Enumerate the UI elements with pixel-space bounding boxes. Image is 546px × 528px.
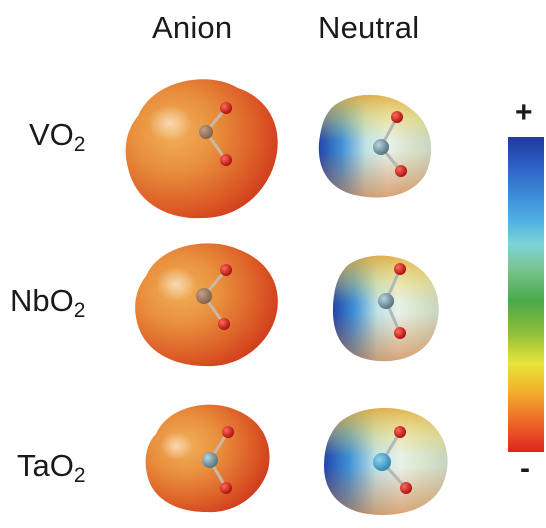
row-label-vo2-subscript: 2	[73, 133, 86, 156]
row-label-tao2: TaO2	[17, 448, 86, 488]
tao2-neutral-molecule	[373, 426, 412, 494]
row-label-tao2-subscript: 2	[73, 464, 86, 487]
tao2-anion-surface	[145, 404, 270, 513]
tao2-anion-molecule	[202, 426, 234, 494]
row-label-nbo2-formula: NbO	[10, 283, 74, 318]
potential-color-scale	[508, 137, 544, 452]
vo2-neutral-molecule	[373, 111, 407, 177]
vo2-anion-surface	[125, 79, 278, 219]
row-label-vo2: VO2	[29, 117, 85, 157]
scale-negative-label: -	[520, 452, 530, 485]
row-label-tao2-formula: TaO	[17, 448, 74, 483]
column-header-neutral: Neutral	[318, 10, 420, 45]
scale-positive-label: +	[515, 96, 533, 129]
row-label-nbo2: NbO2	[10, 283, 85, 323]
nbo2-anion-surface	[135, 243, 278, 367]
vo2-anion-molecule	[199, 102, 232, 166]
row-label-vo2-formula: VO	[29, 117, 74, 152]
column-header-anion: Anion	[152, 10, 233, 45]
tao2-neutral-surface	[324, 407, 448, 515]
nbo2-neutral-surface	[332, 255, 439, 362]
row-label-nbo2-subscript: 2	[73, 299, 86, 322]
vo2-neutral-surface	[318, 94, 432, 198]
nbo2-anion-molecule	[196, 264, 232, 330]
nbo2-neutral-molecule	[378, 263, 406, 339]
